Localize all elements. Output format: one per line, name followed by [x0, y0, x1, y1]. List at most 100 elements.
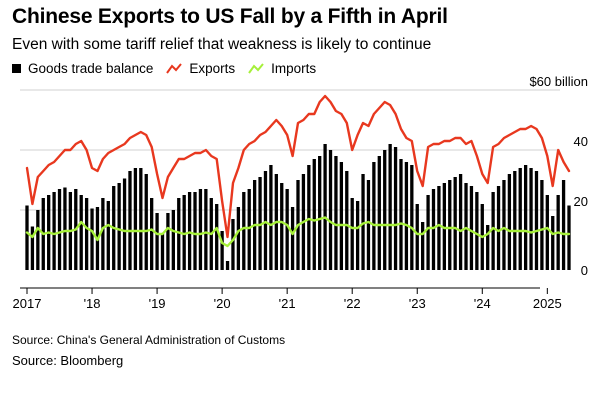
- x-tick-label: '24: [474, 296, 491, 311]
- bar-trade-balance: [540, 180, 544, 270]
- bar-trade-balance: [469, 186, 474, 270]
- bar-trade-balance: [63, 187, 67, 270]
- bar-trade-balance: [393, 147, 398, 270]
- source-bloomberg: Source: Bloomberg: [12, 353, 124, 368]
- legend-item-trade-balance: Goods trade balance: [12, 61, 153, 76]
- bar-trade-balance: [247, 189, 251, 270]
- bar-trade-balance: [399, 159, 403, 270]
- bar-trade-balance: [198, 189, 203, 270]
- legend-label-trade-balance: Goods trade balance: [28, 61, 154, 76]
- bar-trade-balance: [215, 204, 219, 270]
- line-exports: [25, 94, 571, 239]
- bar-trade-balance: [117, 183, 121, 270]
- bar-trade-balance: [529, 168, 533, 270]
- bar-trade-balance: [290, 207, 295, 270]
- bar-trade-balance: [285, 189, 289, 270]
- bar-trade-balance: [334, 156, 338, 270]
- bar-trade-balance: [383, 150, 387, 270]
- bar-trade-balance: [220, 231, 224, 270]
- chart-legend: Goods trade balance Exports Imports: [12, 61, 329, 76]
- bar-trade-balance: [475, 192, 479, 270]
- bar-trade-balance: [328, 150, 333, 270]
- bar-trade-balance: [502, 180, 506, 270]
- bar-trade-balance: [545, 195, 549, 270]
- legend-swatch-trade-balance: [12, 64, 21, 73]
- legend-swatch-exports: [166, 62, 183, 74]
- chart-subtitle: Even with some tariff relief that weakne…: [12, 36, 432, 53]
- bar-trade-balance: [355, 201, 360, 270]
- bar-trade-balance: [437, 186, 441, 270]
- bar-trade-balance: [52, 192, 56, 270]
- bar-trade-balance: [193, 192, 197, 270]
- bar-trade-balance: [518, 168, 522, 270]
- y-tick-label: $60 billion: [529, 74, 588, 89]
- x-tick-label: 2017: [13, 296, 42, 311]
- bar-trade-balance: [269, 165, 273, 270]
- chart-title: Chinese Exports to US Fall by a Fifth in…: [12, 5, 448, 28]
- bar-trade-balance: [182, 195, 186, 270]
- legend-label-imports: Imports: [271, 61, 317, 76]
- bar-trade-balance: [458, 174, 463, 270]
- bar-trade-balance: [258, 177, 262, 270]
- legend-item-imports: Imports: [248, 61, 316, 76]
- y-tick-label: 20: [574, 194, 588, 209]
- bar-trade-balance: [122, 178, 127, 270]
- bar-trade-balance: [404, 162, 409, 270]
- bar-trade-balance: [25, 205, 29, 270]
- bar-trade-balance: [79, 195, 83, 270]
- x-tick-label: '23: [409, 296, 426, 311]
- x-tick-label: '22: [344, 296, 361, 311]
- legend-item-exports: Exports: [166, 61, 235, 76]
- bar-trade-balance: [139, 168, 143, 270]
- bar-trade-balance: [551, 216, 555, 270]
- bar-trade-balance: [144, 174, 148, 270]
- bar-trade-balance: [377, 156, 381, 270]
- bar-trade-balance: [231, 219, 235, 270]
- bar-trade-balance: [486, 225, 490, 270]
- bar-trade-balance: [307, 165, 311, 270]
- bar-trade-balance: [410, 165, 414, 270]
- bar-trade-balance: [366, 180, 371, 270]
- bar-trade-balance: [242, 192, 246, 270]
- bar-trade-balance: [415, 204, 419, 270]
- y-tick-label: 40: [574, 134, 588, 149]
- bar-trade-balance: [84, 198, 89, 270]
- bar-trade-balance: [171, 210, 175, 270]
- bar-trade-balance: [523, 165, 528, 270]
- chart-plot: $60 billion 40 20 0 2017 '18 '19 '20 '21 '22 '23 '2…: [13, 74, 588, 311]
- bar-trade-balance: [57, 189, 62, 270]
- bar-trade-balance: [350, 198, 354, 270]
- x-tick-label: '18: [84, 296, 101, 311]
- bar-trade-balance: [128, 171, 132, 270]
- bar-trade-balance: [388, 144, 392, 270]
- bar-trade-balance: [561, 180, 566, 270]
- x-tick-label: '20: [214, 296, 231, 311]
- x-tick-label: 2025: [533, 296, 562, 311]
- bar-trade-balance: [133, 168, 138, 270]
- bar-trade-balance: [323, 144, 327, 270]
- bar-trade-balance: [101, 198, 105, 270]
- bar-trade-balance: [36, 210, 40, 270]
- bar-trade-balance: [166, 213, 170, 270]
- bar-trade-balance: [160, 234, 165, 270]
- bar-trade-balance: [448, 180, 452, 270]
- bar-trade-balance: [339, 162, 344, 270]
- legend-swatch-imports: [248, 62, 264, 74]
- bar-trade-balance: [318, 156, 322, 270]
- bar-trade-balance: [187, 192, 192, 270]
- bar-trade-balance: [491, 192, 495, 270]
- bar-trade-balance: [150, 198, 154, 270]
- bar-trade-balance: [442, 183, 446, 270]
- bar-trade-balance: [204, 189, 208, 270]
- bar-trade-balance: [513, 171, 517, 270]
- bar-trade-balance: [30, 226, 35, 270]
- bar-trade-balance: [534, 171, 539, 270]
- bar-trade-balance: [567, 205, 571, 270]
- bar-trade-balance: [507, 174, 512, 270]
- bar-trade-balance: [372, 162, 376, 270]
- bar-trade-balance: [453, 177, 457, 270]
- bar-trade-balance: [431, 189, 436, 270]
- bar-trade-balance: [225, 261, 230, 270]
- x-tick-label: '19: [149, 296, 166, 311]
- source-customs: Source: China's General Administration o…: [12, 333, 286, 347]
